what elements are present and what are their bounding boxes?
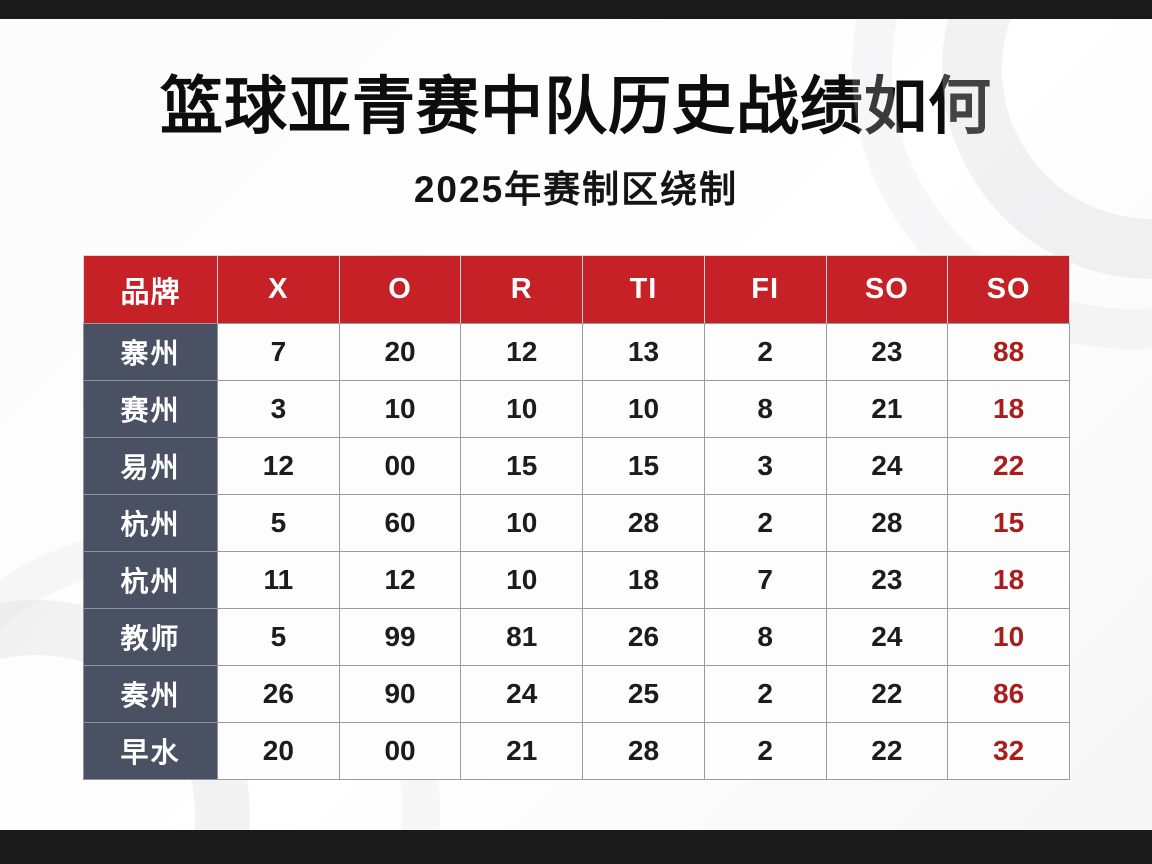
total-cell: 15 <box>947 494 1070 552</box>
data-cell: 28 <box>582 722 705 780</box>
data-cell: 8 <box>703 608 827 666</box>
data-cell: 22 <box>825 722 949 780</box>
data-cell: 26 <box>582 608 705 666</box>
data-cell: 12 <box>460 323 584 381</box>
table-row: 杭州 5 60 10 28 2 28 15 <box>83 494 1070 552</box>
total-cell: 86 <box>947 665 1070 723</box>
data-cell: 26 <box>217 665 340 723</box>
row-label-cell: 寨州 <box>83 323 218 381</box>
data-cell: 2 <box>703 665 827 723</box>
data-cell: 5 <box>217 608 340 666</box>
data-cell: 20 <box>217 722 340 780</box>
table-row: 教师 5 99 81 26 8 24 10 <box>83 608 1070 666</box>
data-cell: 13 <box>582 323 705 381</box>
data-cell: 24 <box>825 437 949 495</box>
table-row: 易州 12 00 15 15 3 24 22 <box>83 437 1070 495</box>
data-cell: 12 <box>217 437 340 495</box>
table-row: 杭州 11 12 10 18 7 23 18 <box>83 551 1070 609</box>
page-subtitle: 2025年赛制区绕制 <box>413 169 739 211</box>
results-table-container: 品牌 X O R TI FI SO SO 寨州 7 20 12 13 2 23 88 赛州 3 10 10 10 8 21… <box>83 255 1070 780</box>
data-cell: 28 <box>582 494 705 552</box>
total-cell: 88 <box>947 323 1070 381</box>
data-cell: 10 <box>582 380 705 438</box>
data-cell: 99 <box>338 608 462 666</box>
data-cell: 11 <box>217 551 340 609</box>
data-cell: 15 <box>582 437 705 495</box>
data-cell: 28 <box>825 494 949 552</box>
data-cell: 00 <box>338 437 462 495</box>
data-cell: 20 <box>338 323 462 381</box>
results-table: 品牌 X O R TI FI SO SO 寨州 7 20 12 13 2 23 88 赛州 3 10 10 10 8 21… <box>83 255 1070 780</box>
data-cell: 3 <box>703 437 827 495</box>
page-title: 篮球亚青赛中队历史战绩如何 <box>160 72 992 142</box>
row-label-cell: 赛州 <box>83 380 218 438</box>
table-row: 早水 20 00 21 28 2 22 32 <box>83 722 1070 780</box>
data-cell: 90 <box>338 665 462 723</box>
data-cell: 24 <box>460 665 584 723</box>
total-cell: 10 <box>947 608 1070 666</box>
decorative-swoosh-top-right <box>942 19 1152 279</box>
header-cell: R <box>460 255 584 324</box>
data-cell: 22 <box>825 665 949 723</box>
row-label-cell: 易州 <box>83 437 218 495</box>
data-cell: 81 <box>460 608 584 666</box>
data-cell: 25 <box>582 665 705 723</box>
data-cell: 10 <box>338 380 462 438</box>
header-cell: TI <box>582 255 705 324</box>
data-cell: 10 <box>460 380 584 438</box>
header-cell: X <box>217 255 340 324</box>
data-cell: 5 <box>217 494 340 552</box>
data-cell: 21 <box>460 722 584 780</box>
row-label-cell: 奏州 <box>83 665 218 723</box>
table-row: 奏州 26 90 24 25 2 22 86 <box>83 665 1070 723</box>
data-cell: 2 <box>703 494 827 552</box>
data-cell: 12 <box>338 551 462 609</box>
data-cell: 8 <box>703 380 827 438</box>
slide-content: 篮球亚青赛中队历史战绩如何 2025年赛制区绕制 品牌 X O R TI FI SO SO 寨… <box>0 19 1152 830</box>
bottom-letterbox-bar <box>0 830 1152 864</box>
data-cell: 3 <box>217 380 340 438</box>
row-label-cell: 杭州 <box>83 494 218 552</box>
row-label-cell: 杭州 <box>83 551 218 609</box>
data-cell: 2 <box>703 323 827 381</box>
data-cell: 7 <box>703 551 827 609</box>
total-cell: 32 <box>947 722 1070 780</box>
data-cell: 10 <box>460 551 584 609</box>
header-cell: FI <box>703 255 827 324</box>
data-cell: 24 <box>825 608 949 666</box>
top-letterbox-bar <box>0 0 1152 19</box>
total-cell: 22 <box>947 437 1070 495</box>
data-cell: 21 <box>825 380 949 438</box>
data-cell: 23 <box>825 551 949 609</box>
total-cell: 18 <box>947 380 1070 438</box>
data-cell: 00 <box>338 722 462 780</box>
data-cell: 2 <box>703 722 827 780</box>
data-cell: 23 <box>825 323 949 381</box>
header-cell-brand: 品牌 <box>83 255 218 324</box>
row-label-cell: 教师 <box>83 608 218 666</box>
table-row: 寨州 7 20 12 13 2 23 88 <box>83 323 1070 381</box>
header-cell: SO <box>947 255 1070 324</box>
data-cell: 7 <box>217 323 340 381</box>
data-cell: 18 <box>582 551 705 609</box>
data-cell: 60 <box>338 494 462 552</box>
table-header-row: 品牌 X O R TI FI SO SO <box>83 255 1070 324</box>
row-label-cell: 早水 <box>83 722 218 780</box>
total-cell: 18 <box>947 551 1070 609</box>
header-cell: O <box>338 255 462 324</box>
table-row: 赛州 3 10 10 10 8 21 18 <box>83 380 1070 438</box>
data-cell: 10 <box>460 494 584 552</box>
data-cell: 15 <box>460 437 584 495</box>
header-cell: SO <box>825 255 949 324</box>
